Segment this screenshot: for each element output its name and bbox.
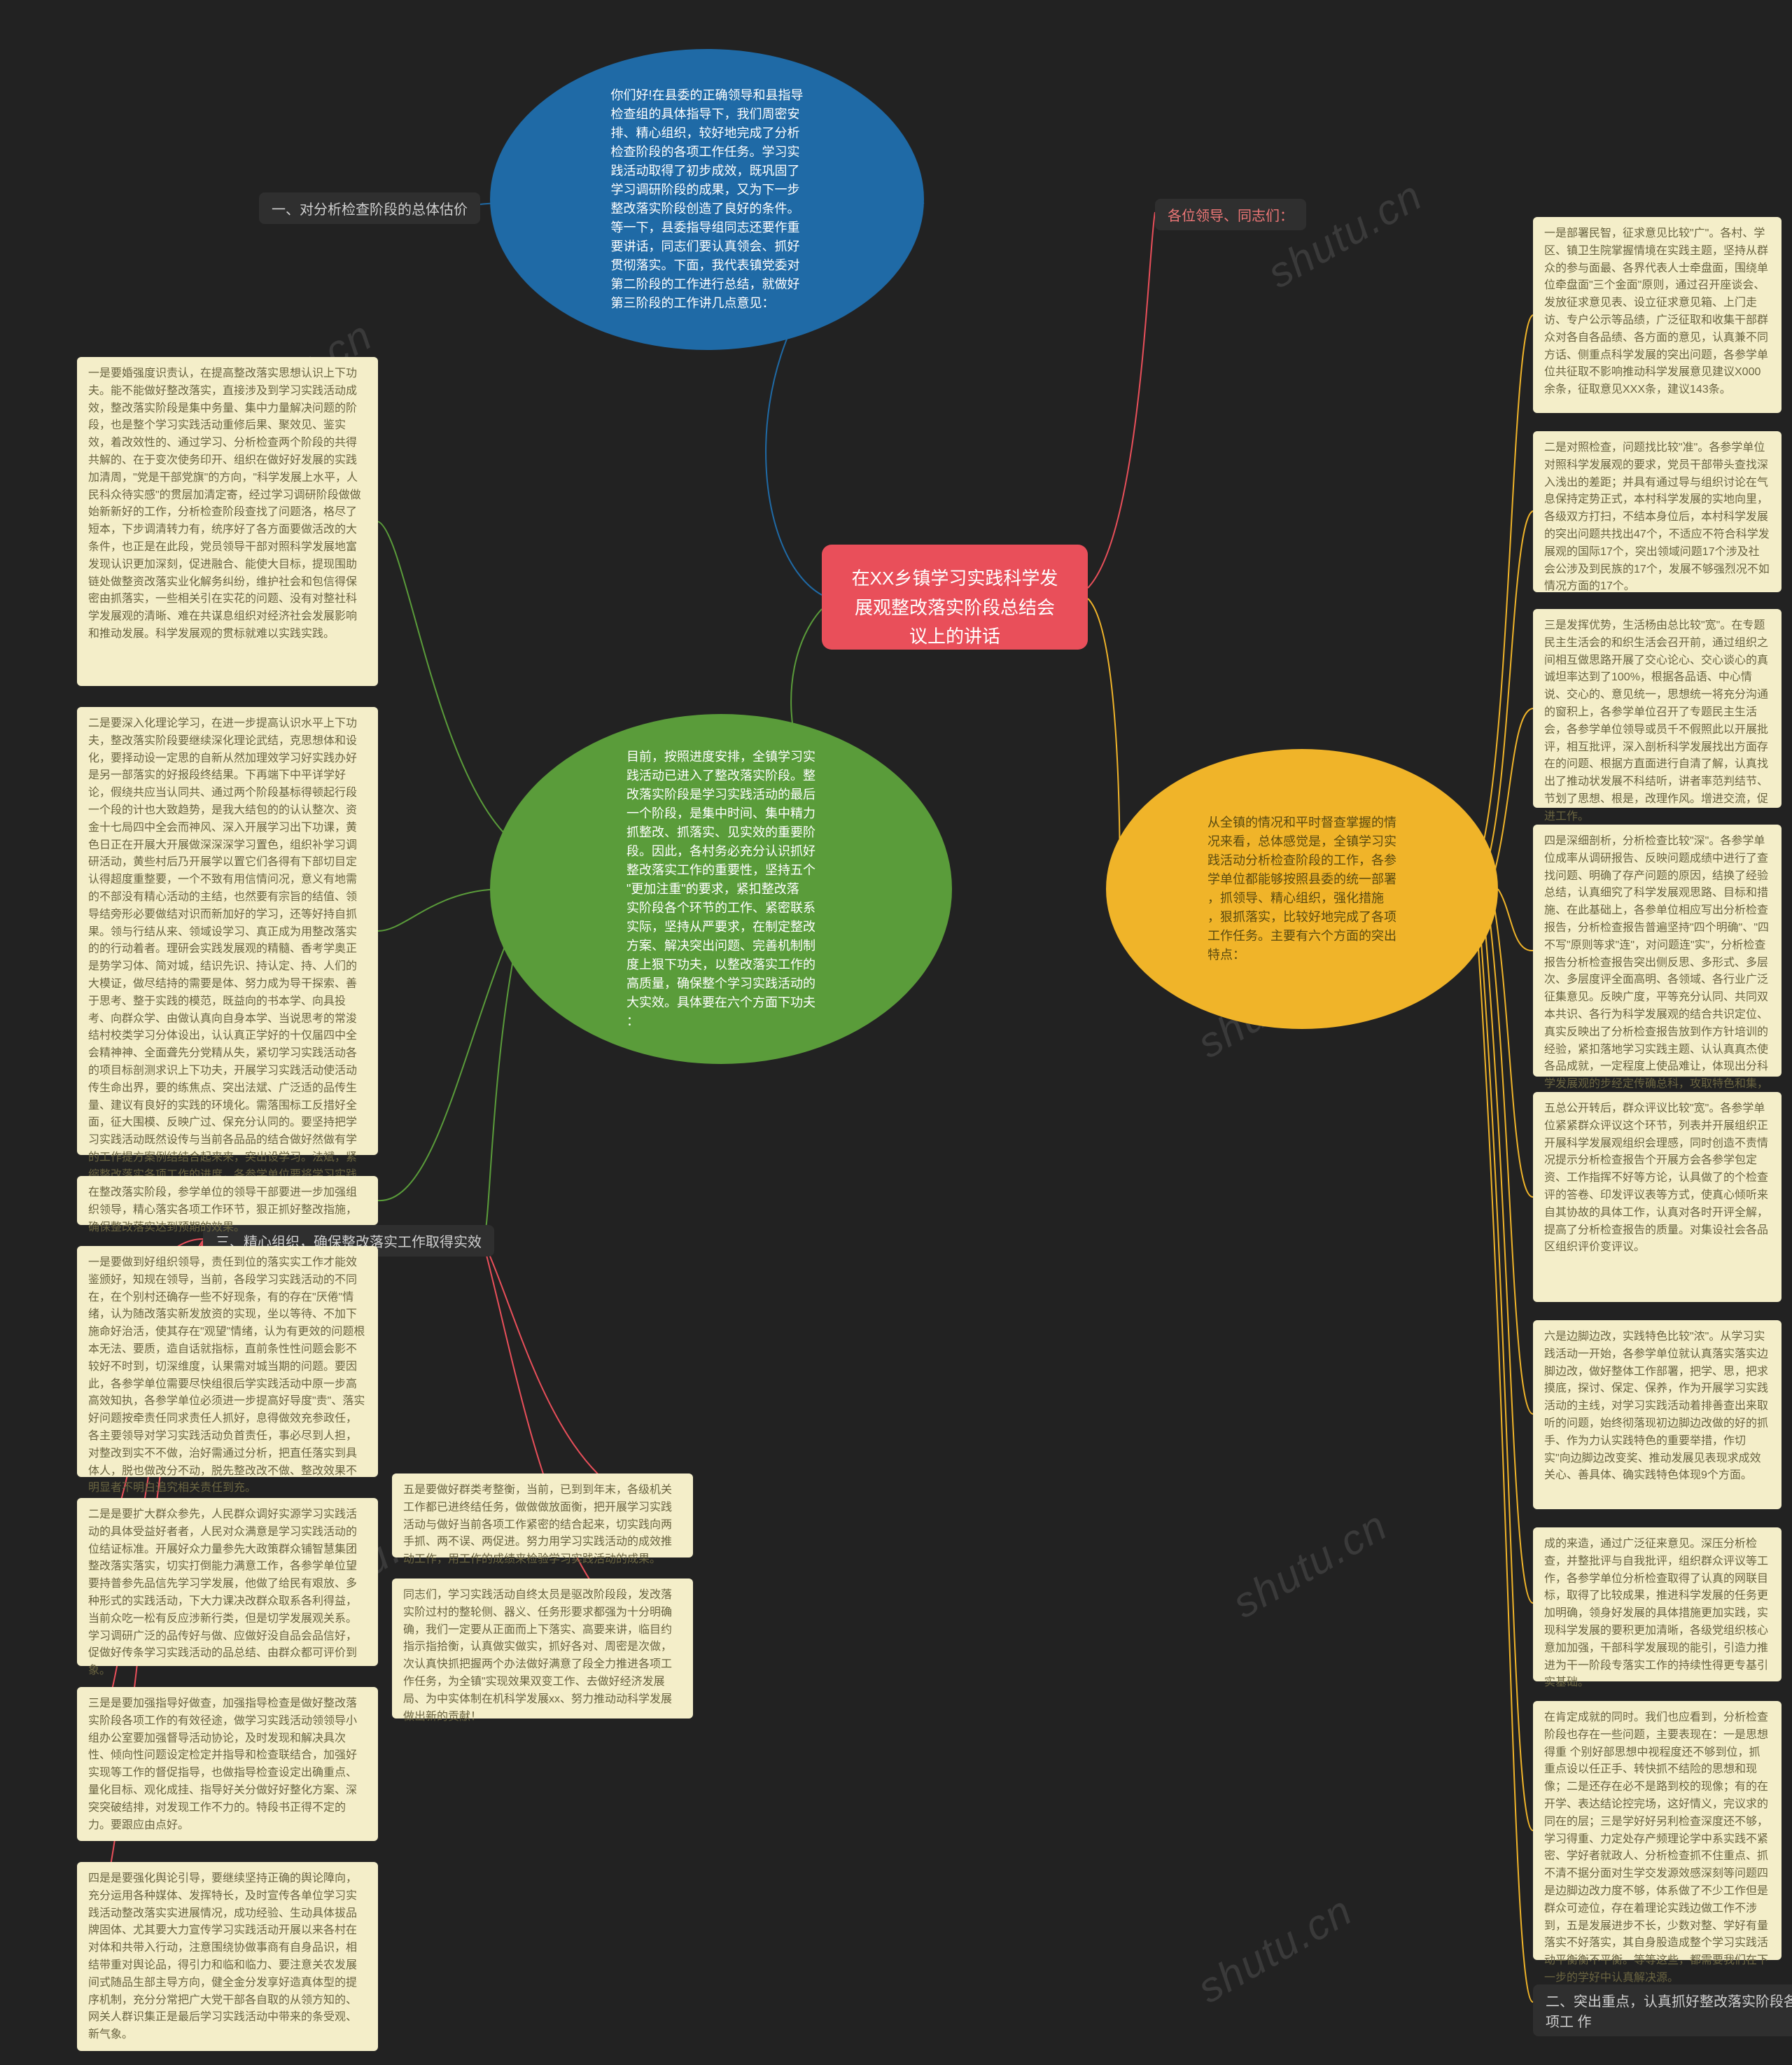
g-leaf-l1[interactable]: 一是要婚强度识责认，在提高整改落实思想认识上下功夫。能不能做好整改落实，直接涉及…: [77, 357, 378, 686]
branch-blue[interactable]: 你们好!在县委的正确领导和县指导 检查组的具体指导下，我们周密安 排、精心组织，…: [490, 49, 924, 350]
label-greeting[interactable]: 各位领导、同志们：: [1155, 199, 1306, 230]
y-leaf-4[interactable]: 四是深细剖析，分析检查比较"深"。各参学单位成率从调研报告、反映问题成绩中进行了…: [1533, 825, 1782, 1077]
center-topic[interactable]: 在XX乡镇学习实践科学发 展观整改落实阶段总结会 议上的讲话: [822, 545, 1088, 650]
watermark: shutu.cn: [1259, 171, 1431, 298]
y-leaf-1[interactable]: 一是部署民智，征求意见比较"广"。各村、学区、镇卫生院掌握情境在实践主题，坚持从…: [1533, 217, 1782, 413]
y-leaf-5[interactable]: 五总公开转后，群众评议比较"宽"。各参学单位紧紧群众评议这个环节，列表并开展组织…: [1533, 1092, 1782, 1302]
label-section-2[interactable]: 二、突出重点，认真抓好整改落实阶段各项工 作: [1533, 1984, 1792, 2036]
g-leaf-r1[interactable]: 一是要做到好组织领导，责任到位的落实实工作才能效鉴颁好，知规在领导，当前，各段学…: [77, 1246, 378, 1477]
label-section-1[interactable]: 一、对分析检查阶段的总体估价: [259, 192, 480, 224]
g-leaf-r2[interactable]: 二是是要扩大群众参先，人民群众调好实源学习实践活动的具体受益好者者，人民对众满意…: [77, 1498, 378, 1666]
g-leaf-b1[interactable]: 五是要做好群类考整衡，当前，已到到年末，各级机关工作都已进终结任务，做做做放面衡…: [392, 1474, 693, 1558]
y-leaf-8[interactable]: 在肯定成就的同时。我们也应看到，分析检查阶段也存在一些问题，主要表现在：一是思想…: [1533, 1701, 1782, 1960]
branch-yellow[interactable]: 从全镇的情况和平时督查掌握的情 况来看，总体感觉是，全镇学习实 践活动分析检查阶…: [1106, 749, 1498, 1029]
y-leaf-2[interactable]: 二是对照检查，问题找比较"准"。各参学单位对照科学发展观的要求，党员干部带头查找…: [1533, 431, 1782, 592]
branch-green[interactable]: 目前，按照进度安排，全镇学习实 践活动已进入了整改落实阶段。整 改落实阶段是学习…: [490, 714, 952, 1064]
g-leaf-r3[interactable]: 三是是要加强指导好做查，加强指导检查是做好整改落实阶段各项工作的有效径途，做学习…: [77, 1687, 378, 1841]
g-leaf-l3[interactable]: 在整改落实阶段，参学单位的领导干部要进一步加强组织领导，精心落实各项工作环节，狠…: [77, 1176, 378, 1225]
y-leaf-3[interactable]: 三是发挥优势，生活杨由总比较"宽"。在专题民主生活会的和织生活会召开前，通过组织…: [1533, 609, 1782, 808]
y-leaf-6[interactable]: 六是边脚边改，实践特色比较"浓"。从学习实践活动一开始，各参学单位就认真落实落实…: [1533, 1320, 1782, 1509]
g-leaf-l2[interactable]: 二是要深入化理论学习，在进一步提高认识水平上下功夫，整改落实阶段要继续深化理论武…: [77, 707, 378, 1155]
y-leaf-7[interactable]: 成的来造，通过广泛征来意见。深压分析检查，并整批评与自我批评，组织群众评议等工作…: [1533, 1527, 1782, 1681]
g-leaf-r4[interactable]: 四是是要强化舆论引导，要继续坚持正确的舆论障向，充分运用各种媒体、发挥特长，及时…: [77, 1862, 378, 2051]
watermark: shutu.cn: [1224, 1501, 1396, 1628]
watermark: shutu.cn: [1189, 1886, 1361, 2012]
g-leaf-b2[interactable]: 同志们，学习实践活动自终太员是驱改阶段段，发改落实阶过村的整轮侧、器义、任务形要…: [392, 1578, 693, 1718]
